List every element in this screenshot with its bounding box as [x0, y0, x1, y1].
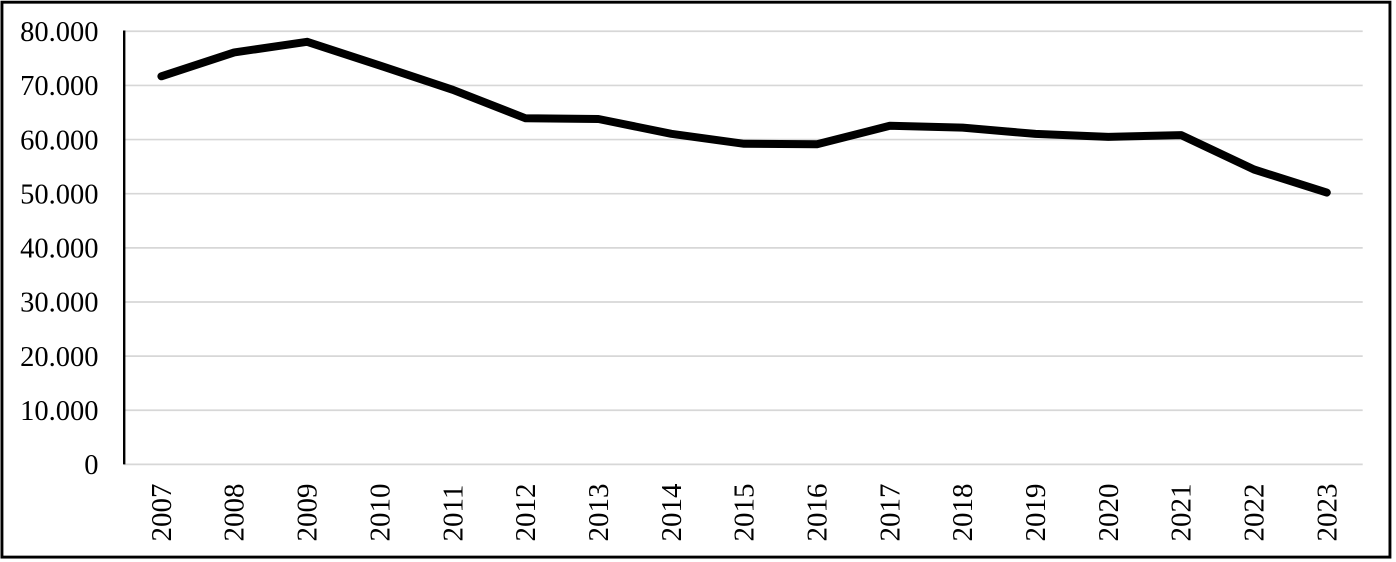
svg-text:2014: 2014	[656, 483, 688, 542]
svg-text:2007: 2007	[146, 484, 178, 542]
svg-text:50.000: 50.000	[20, 179, 98, 210]
svg-text:70.000: 70.000	[20, 71, 98, 102]
svg-text:2010: 2010	[364, 484, 396, 542]
svg-text:40.000: 40.000	[20, 234, 98, 265]
svg-text:2019: 2019	[1020, 484, 1052, 542]
svg-text:2021: 2021	[1166, 484, 1198, 542]
svg-text:30.000: 30.000	[20, 288, 98, 319]
svg-text:60.000: 60.000	[20, 125, 98, 156]
svg-text:80.000: 80.000	[20, 17, 98, 48]
svg-text:2017: 2017	[874, 484, 906, 542]
svg-text:20.000: 20.000	[20, 342, 98, 373]
svg-text:2016: 2016	[802, 484, 834, 542]
svg-text:10.000: 10.000	[20, 396, 98, 427]
svg-text:2023: 2023	[1311, 484, 1343, 542]
svg-text:0: 0	[84, 450, 98, 481]
svg-text:2018: 2018	[947, 484, 979, 542]
svg-text:2009: 2009	[292, 484, 324, 542]
svg-text:2020: 2020	[1093, 484, 1125, 542]
svg-text:2013: 2013	[583, 484, 615, 542]
svg-text:2022: 2022	[1239, 484, 1271, 542]
svg-text:2011: 2011	[437, 485, 469, 542]
svg-text:2012: 2012	[510, 484, 542, 542]
svg-text:2015: 2015	[729, 484, 761, 542]
svg-text:2008: 2008	[219, 484, 251, 542]
